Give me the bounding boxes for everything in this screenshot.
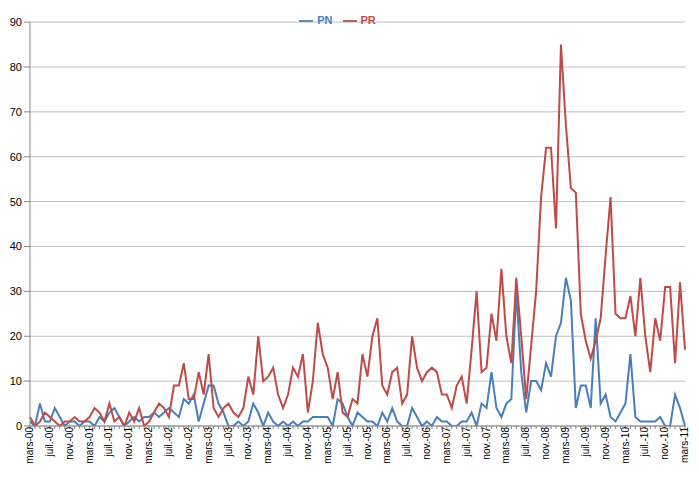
- svg-text:mars-07: mars-07: [441, 427, 452, 464]
- svg-text:nov.-09: nov.-09: [600, 427, 611, 460]
- svg-text:mars-00: mars-00: [24, 427, 35, 464]
- svg-text:juil.-03: juil.-03: [223, 427, 234, 458]
- svg-text:nov.-00: nov.-00: [64, 427, 75, 460]
- svg-text:80: 80: [10, 61, 22, 73]
- svg-text:juil.-08: juil.-08: [520, 427, 531, 458]
- svg-text:50: 50: [10, 196, 22, 208]
- svg-text:mars-10: mars-10: [620, 427, 631, 464]
- svg-text:0: 0: [16, 420, 22, 432]
- svg-text:mars-03: mars-03: [203, 427, 214, 464]
- svg-text:nov.-10: nov.-10: [659, 427, 670, 460]
- svg-text:10: 10: [10, 375, 22, 387]
- svg-text:juil.-07: juil.-07: [461, 427, 472, 458]
- svg-text:nov.-05: nov.-05: [362, 427, 373, 460]
- svg-text:nov.-06: nov.-06: [421, 427, 432, 460]
- svg-text:juil.-10: juil.-10: [639, 427, 650, 458]
- svg-text:nov.-03: nov.-03: [242, 427, 253, 460]
- svg-text:mars-04: mars-04: [262, 427, 273, 464]
- svg-text:juil.-02: juil.-02: [163, 427, 174, 458]
- html-text:PR: PR: [360, 14, 376, 26]
- svg-text:nov.-07: nov.-07: [481, 427, 492, 460]
- svg-text:juil.-04: juil.-04: [282, 427, 293, 458]
- svg-text:mars-05: mars-05: [322, 427, 333, 464]
- svg-text:mars-11: mars-11: [679, 427, 690, 463]
- svg-text:mars-09: mars-09: [560, 427, 571, 464]
- svg-text:mars-02: mars-02: [143, 427, 154, 464]
- svg-text:nov.-01: nov.-01: [123, 427, 134, 460]
- svg-text:juil.-09: juil.-09: [580, 427, 591, 458]
- svg-text:juil.-01: juil.-01: [103, 427, 114, 458]
- svg-text:juil.-00: juil.-00: [44, 427, 55, 458]
- svg-text:juil.-05: juil.-05: [342, 427, 353, 458]
- svg-text:nov.-02: nov.-02: [183, 427, 194, 460]
- svg-text:60: 60: [10, 151, 22, 163]
- html-text:PN: PN: [317, 14, 333, 26]
- svg-text:nov.-08: nov.-08: [540, 427, 551, 460]
- svg-text:20: 20: [10, 330, 22, 342]
- svg-text:mars-01: mars-01: [84, 427, 95, 464]
- svg-text:mars-08: mars-08: [500, 427, 511, 464]
- svg-text:90: 90: [10, 16, 22, 28]
- svg-text:40: 40: [10, 240, 22, 252]
- svg-text:nov.-04: nov.-04: [302, 427, 313, 460]
- svg-text:juil.-06: juil.-06: [401, 427, 412, 458]
- svg-text:mars-06: mars-06: [381, 427, 392, 464]
- svg-text:70: 70: [10, 106, 22, 118]
- svg-text:30: 30: [10, 285, 22, 297]
